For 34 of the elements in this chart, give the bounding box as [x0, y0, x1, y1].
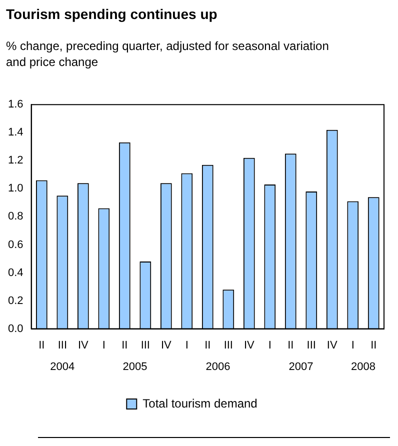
- x-tick-label: II: [122, 339, 128, 352]
- x-tick-label: II: [288, 339, 294, 352]
- x-tick-label: I: [102, 339, 106, 352]
- x-tick-label: III: [306, 339, 316, 352]
- y-tick-label: 1.6: [8, 98, 24, 111]
- text: 2006: [206, 360, 230, 373]
- y-tick-label: 1.0: [8, 182, 24, 195]
- x-tick-label: IV: [326, 339, 338, 352]
- y-tick-label: 0.2: [8, 294, 24, 307]
- legend-label: Total tourism demand: [142, 396, 258, 410]
- x-tick-label: III: [140, 339, 150, 352]
- text: 2007: [288, 360, 314, 373]
- x-tick-label: III: [224, 339, 233, 352]
- text: 2008: [351, 360, 376, 373]
- y-tick-label: 0.8: [8, 210, 24, 223]
- x-tick-label: III: [58, 339, 67, 352]
- y-tick-label: 0.0: [8, 322, 24, 335]
- text: 2005: [122, 360, 148, 373]
- x-tick-label: II: [204, 339, 211, 352]
- x-tick-label: IV: [160, 339, 172, 352]
- y-tick-label: 0.4: [8, 266, 24, 279]
- y-tick-label: 1.2: [8, 154, 24, 167]
- y-tick-label: 1.4: [8, 126, 24, 139]
- x-tick-label: IV: [78, 339, 90, 352]
- x-tick-label: II: [370, 339, 377, 352]
- chart-subtitle: % change, preceding quarter, adjusted for seasonal variation and price change: [6, 38, 330, 70]
- x-tick-label: I: [185, 339, 188, 352]
- x-tick-label: II: [38, 339, 45, 352]
- x-tick-label: I: [268, 339, 272, 352]
- text: 2004: [50, 360, 75, 373]
- chart-title: Tourism spending continues up: [6, 6, 218, 22]
- x-tick-label: I: [351, 339, 354, 352]
- x-tick-label: IV: [244, 339, 255, 352]
- y-tick-label: 0.6: [8, 238, 24, 251]
